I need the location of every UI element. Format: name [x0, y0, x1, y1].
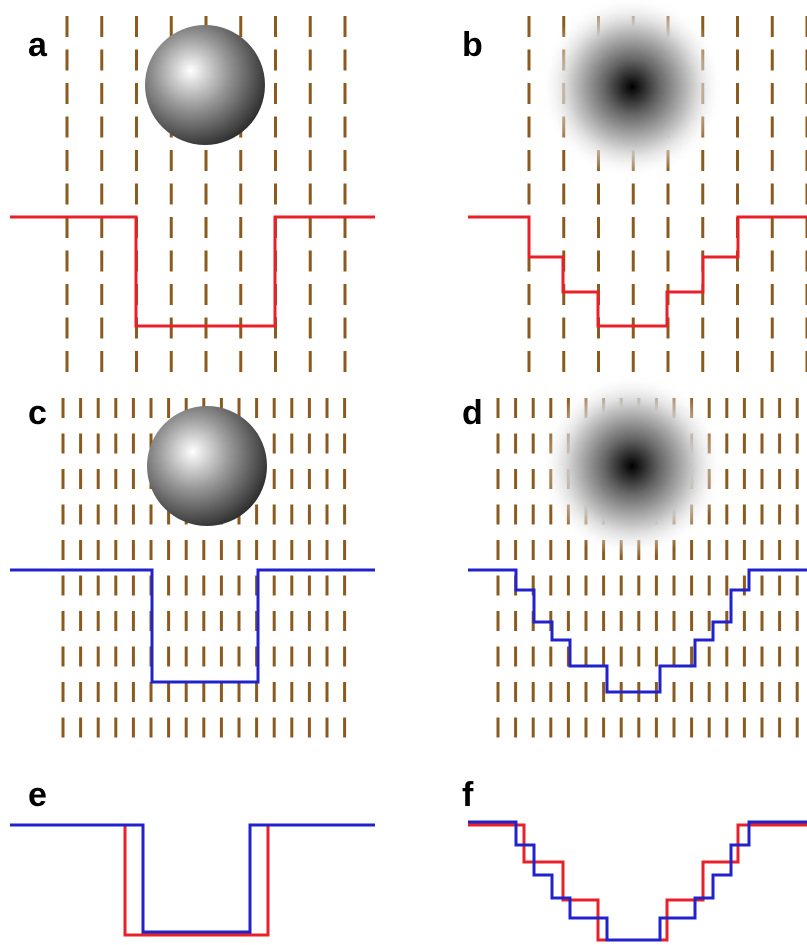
- figure: a b c d e f: [0, 0, 807, 945]
- gaussian: [540, 0, 724, 179]
- panel-label: e: [28, 776, 47, 814]
- profile-blue: [10, 825, 375, 932]
- sphere: [147, 406, 267, 526]
- gaussian: [540, 374, 724, 558]
- panel-label: d: [462, 394, 483, 432]
- profile-blue: [10, 570, 375, 682]
- profile-red: [10, 825, 375, 935]
- panel-label: c: [28, 394, 47, 432]
- profile-red: [468, 217, 807, 326]
- sphere: [145, 25, 265, 145]
- panel-label: b: [462, 26, 483, 64]
- profile-red: [10, 217, 375, 326]
- profile-red: [468, 825, 807, 940]
- panel-label: f: [462, 776, 474, 814]
- panel-label: a: [28, 26, 48, 64]
- profile-blue: [468, 822, 807, 940]
